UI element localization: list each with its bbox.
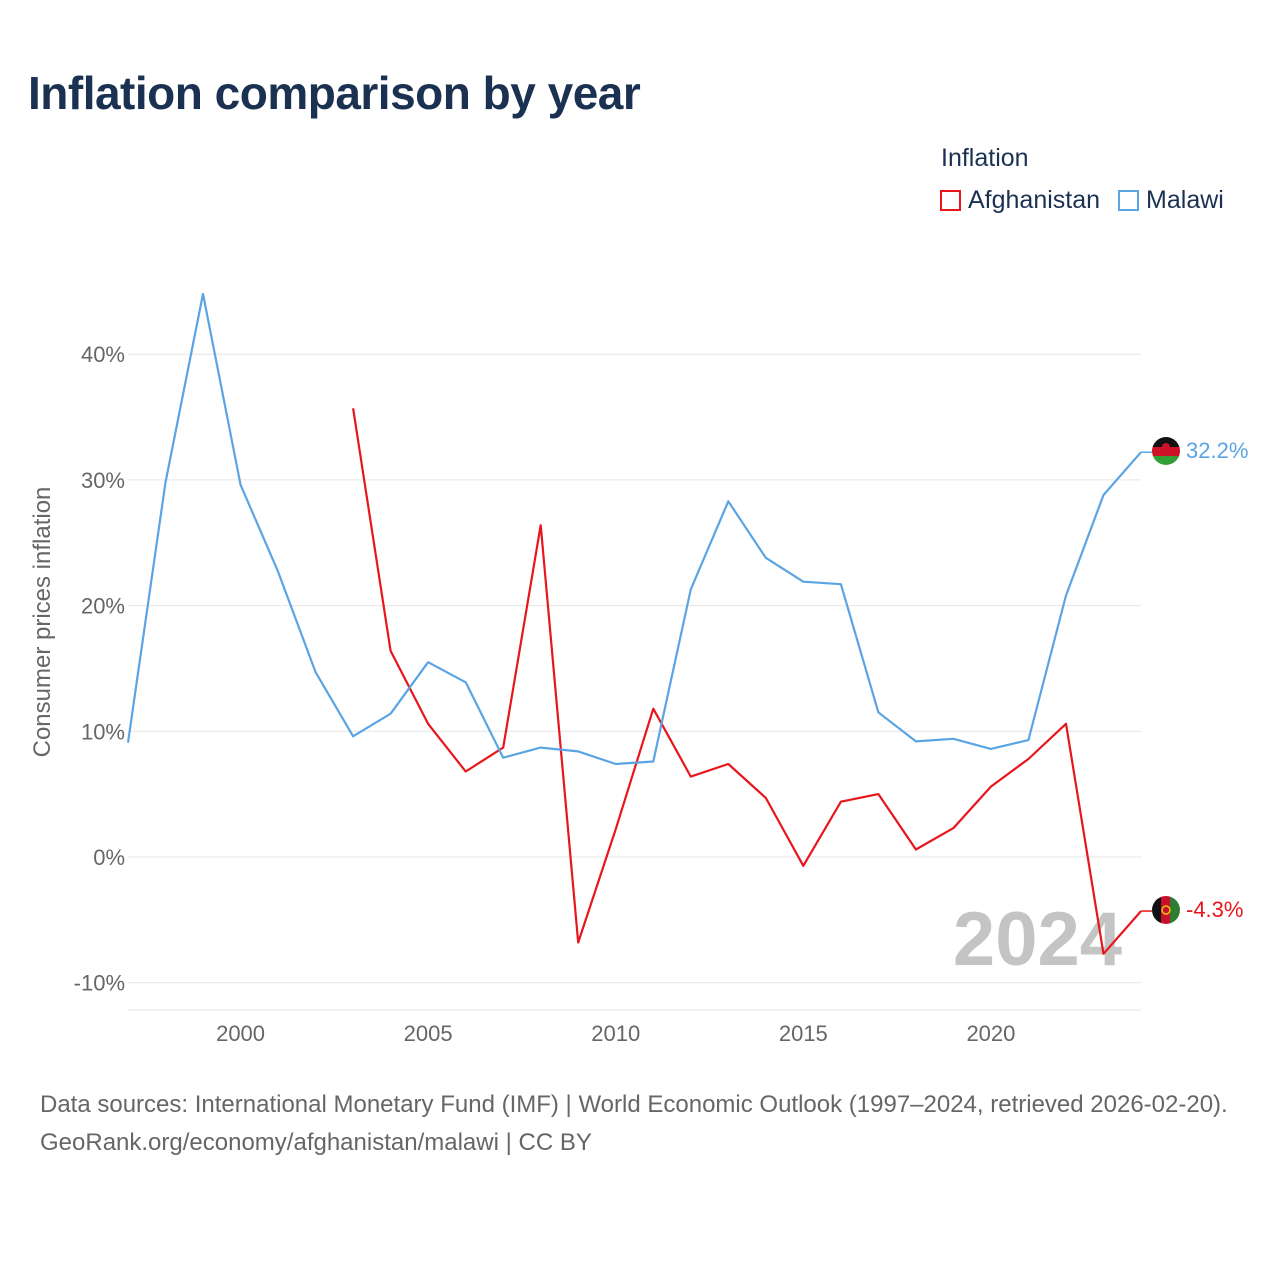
y-tick-label: -10% — [74, 971, 125, 996]
line-chart: 2024 -10% 0% 10% 20% 30% 40% 2000 2005 2010 2015… — [29, 292, 1248, 1046]
flag-afghanistan-icon — [1152, 896, 1180, 924]
legend-label-afghanistan: Afghanistan — [968, 186, 1101, 214]
chart-title: Inflation comparison by year — [28, 67, 641, 119]
legend: Afghanistan Malawi — [940, 186, 1224, 215]
x-axis-ticks: 2000 2005 2010 2015 2020 — [216, 1021, 1015, 1046]
legend-item-afghanistan[interactable]: Afghanistan — [940, 186, 1100, 215]
y-tick-label: 30% — [81, 468, 125, 493]
flag-malawi-icon — [1152, 437, 1180, 465]
x-tick-label: 2015 — [779, 1021, 828, 1046]
data-sources-text: Data sources: International Monetary Fun… — [40, 1091, 1228, 1118]
y-tick-label: 20% — [81, 594, 125, 619]
legend-item-malawi[interactable]: Malawi — [1118, 186, 1224, 215]
footer: Data sources: International Monetary Fun… — [40, 1086, 1250, 1162]
grid-lines — [128, 353, 1141, 1011]
series-lines — [126, 292, 1152, 955]
x-tick-label: 2000 — [216, 1021, 265, 1046]
y-tick-label: 40% — [81, 342, 125, 367]
y-tick-label: 10% — [81, 719, 125, 744]
y-axis-label: Consumer prices inflation — [29, 487, 56, 758]
series-line-malawi[interactable] — [126, 292, 1142, 766]
site-credit-link[interactable]: GeoRank.org/economy/afghanistan/malawi |… — [40, 1129, 592, 1156]
x-tick-label: 2005 — [404, 1021, 453, 1046]
end-label-afghanistan: -4.3% — [1186, 897, 1243, 922]
legend-title: Inflation — [941, 144, 1029, 172]
legend-swatch-afghanistan — [940, 190, 961, 211]
year-watermark: 2024 — [953, 897, 1122, 982]
y-axis-ticks: -10% 0% 10% 20% 30% 40% — [74, 342, 125, 996]
legend-swatch-malawi — [1118, 190, 1140, 211]
y-tick-label: 0% — [93, 845, 125, 870]
end-label-malawi: 32.2% — [1186, 438, 1248, 463]
x-tick-label: 2020 — [966, 1021, 1015, 1046]
series-line-afghanistan[interactable] — [352, 408, 1142, 955]
x-tick-label: 2010 — [591, 1021, 640, 1046]
legend-label-malawi: Malawi — [1146, 186, 1224, 214]
